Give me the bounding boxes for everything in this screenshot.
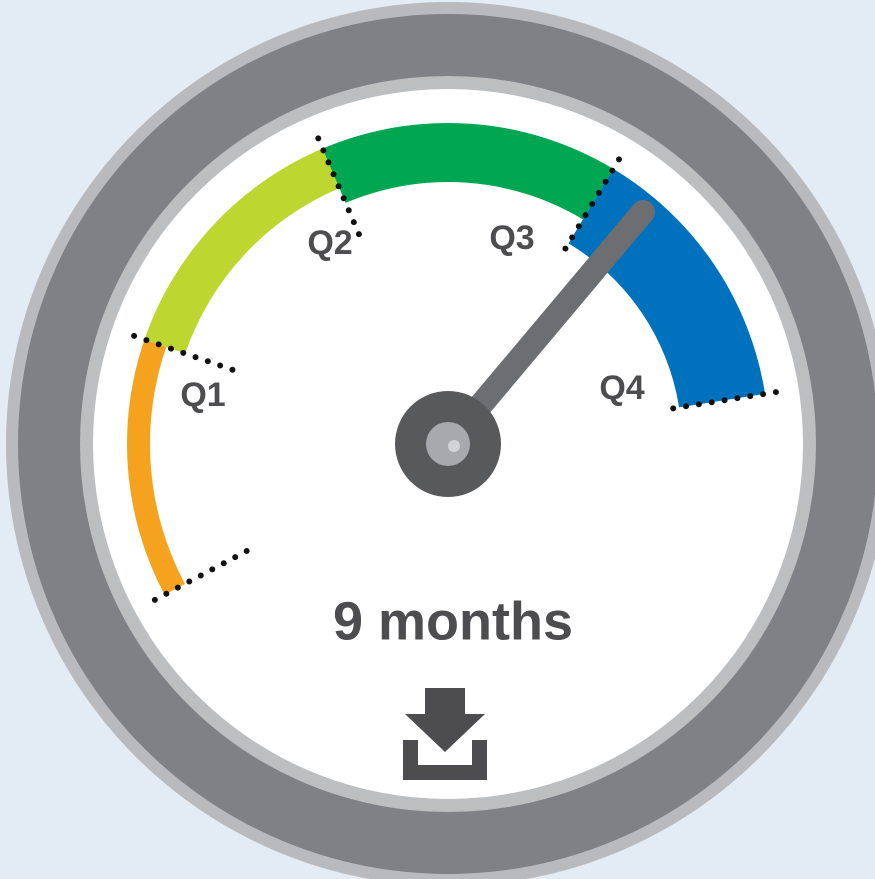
quarter-label: Q1 <box>180 376 225 414</box>
divider <box>313 131 362 238</box>
arc-segment <box>127 339 185 595</box>
arc-segment <box>144 148 340 354</box>
quarter-label: Q3 <box>489 219 534 257</box>
arrow-head <box>405 714 485 752</box>
divider <box>127 331 236 373</box>
arrow-stem <box>425 688 465 716</box>
value-text: 9 months <box>333 591 573 651</box>
divider <box>148 548 250 605</box>
hub-dot <box>448 440 460 452</box>
divider <box>670 388 783 412</box>
download-icon[interactable] <box>403 688 487 780</box>
hub-cap <box>426 422 470 466</box>
tray <box>403 740 487 780</box>
arc-segment <box>322 123 614 220</box>
quarter-label: Q4 <box>599 369 644 407</box>
divider <box>562 152 625 252</box>
divider-group <box>127 131 783 605</box>
quarter-label: Q2 <box>307 224 352 262</box>
